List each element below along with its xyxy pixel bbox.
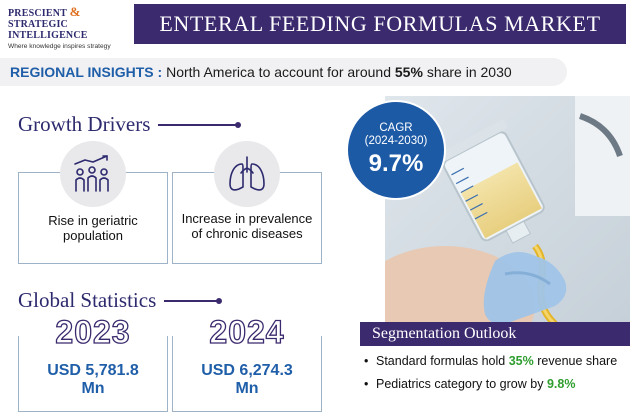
segmentation-list: Standard formulas hold 35% revenue share… <box>364 354 626 400</box>
cagr-label: CAGR <box>379 122 413 134</box>
lungs-icon <box>214 141 280 207</box>
segmentation-title: Segmentation Outlook <box>372 325 517 342</box>
logo-tagline: Where knowledge inspires strategy <box>8 43 111 50</box>
driver-card-geriatric: Rise in geriatric population <box>18 141 168 264</box>
title-bar: ENTERAL FEEDING FORMULAS MARKET <box>134 4 626 44</box>
company-logo: PRESCIENT & STRATEGIC INTELLIGENCE Where… <box>8 4 128 50</box>
page-title: ENTERAL FEEDING FORMULAS MARKET <box>159 11 601 36</box>
driver-card-chronic: Increase in prevalence of chronic diseas… <box>172 141 322 264</box>
cagr-badge: CAGR (2024-2030) 9.7% <box>346 100 446 200</box>
segmentation-heading: Segmentation Outlook <box>360 322 630 346</box>
stat-value-amount: USD 5,781.8 <box>47 362 139 379</box>
stat-year-2024: 2024 <box>173 313 321 351</box>
logo-line2: INTELLIGENCE <box>8 30 88 41</box>
heading-rule <box>164 297 223 304</box>
cagr-period: (2024-2030) <box>364 135 428 147</box>
growth-drivers-title: Growth Drivers <box>18 112 151 136</box>
stat-year-2023: 2023 <box>19 313 167 351</box>
segmentation-highlight: 35% <box>508 354 534 368</box>
regional-insights-percent: 55% <box>394 64 423 80</box>
stat-value-amount: USD 6,274.3 <box>201 362 293 379</box>
logo-ampersand: & <box>69 4 81 19</box>
stat-card-2023: 2023 USD 5,781.8 Mn <box>18 313 168 412</box>
global-statistics-title: Global Statistics <box>18 288 157 312</box>
medical-feeding-photo <box>385 96 630 324</box>
logo-word-prescient: PRESCIENT <box>8 8 67 19</box>
stat-value-unit: Mn <box>235 380 259 397</box>
growth-drivers-heading: Growth Drivers <box>18 112 242 137</box>
regional-insights-text: North America to account for around <box>166 64 391 80</box>
logo-word-strategic: STRATEGIC <box>8 19 68 30</box>
elderly-people-growth-icon <box>60 141 126 207</box>
global-statistics-heading: Global Statistics <box>18 288 223 313</box>
segmentation-item-pediatrics: Pediatrics category to grow by 9.8% <box>364 377 626 392</box>
stat-value-2023: USD 5,781.8 Mn <box>23 362 163 398</box>
segmentation-item-standard: Standard formulas hold 35% revenue share <box>364 354 626 369</box>
stat-value-2024: USD 6,274.3 Mn <box>177 362 317 398</box>
regional-insights-bar: REGIONAL INSIGHTS : North America to acc… <box>0 58 567 86</box>
driver-text-geriatric: Rise in geriatric population <box>48 213 138 243</box>
segmentation-highlight: 9.8% <box>546 377 576 391</box>
stat-card-2024: 2024 USD 6,274.3 Mn <box>172 313 322 412</box>
cagr-value: 9.7% <box>368 150 424 177</box>
logo-line1: PRESCIENT & STRATEGIC <box>8 4 128 30</box>
regional-insights-label: REGIONAL INSIGHTS : <box>10 64 163 80</box>
regional-insights-tail: share in 2030 <box>426 64 512 80</box>
driver-text-chronic: Increase in prevalence of chronic diseas… <box>181 211 313 241</box>
heading-rule <box>158 121 242 128</box>
stat-value-unit: Mn <box>81 380 105 397</box>
